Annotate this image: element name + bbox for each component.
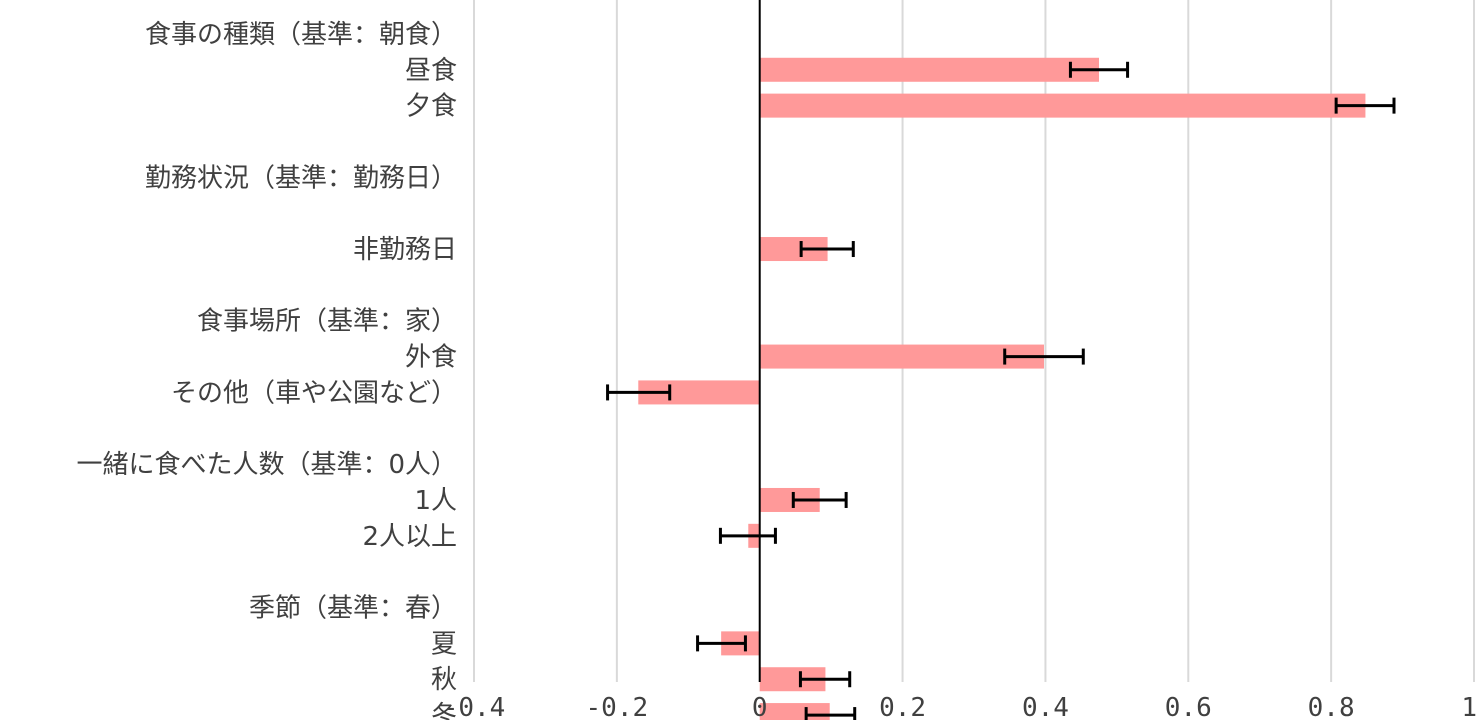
x-tick-label: 0: [752, 693, 768, 720]
error-bar: [804, 707, 857, 720]
bar: [759, 344, 1044, 369]
bar: [759, 93, 1366, 118]
category-label: 冬: [431, 701, 457, 720]
error-bar: [791, 491, 848, 508]
bar: [759, 57, 1099, 82]
category-label: 昼食: [405, 56, 457, 86]
group-label: 食事場所（基準：家）: [197, 307, 457, 337]
x-tick-label: -0.4: [443, 693, 506, 720]
error-bar: [1334, 97, 1396, 114]
category-label: 非勤務日: [353, 235, 457, 265]
category-label: 夏: [431, 629, 457, 659]
category-label: 2人以上: [362, 522, 457, 552]
bars: [638, 57, 1366, 720]
x-tick-label: 0.4: [1022, 693, 1069, 720]
x-tick-label: 0.8: [1308, 693, 1355, 720]
error-bar: [1003, 348, 1085, 365]
error-bar: [1068, 61, 1130, 78]
group-label: 食事の種類（基準：朝食）: [145, 20, 457, 50]
x-tick-label: 1: [1461, 693, 1477, 720]
x-tick-label: 0.2: [879, 693, 926, 720]
category-label: 秋: [431, 665, 457, 695]
bar: [759, 703, 830, 720]
error-bar: [696, 635, 747, 652]
category-label: その他（車や公園など）: [171, 378, 457, 408]
error-bars: [606, 61, 1396, 720]
x-tick-label: -0.2: [586, 693, 649, 720]
category-label: 1人: [414, 486, 457, 516]
category-label: 夕食: [405, 92, 457, 122]
group-label: 季節（基準：春）: [249, 594, 457, 624]
x-tick-labels: -0.4 -0.2 0 0.2 0.4 0.6 0.8 1: [443, 693, 1477, 720]
error-bar: [798, 671, 852, 688]
error-bar: [799, 241, 855, 258]
x-tick-label: 0.6: [1165, 693, 1212, 720]
group-label: 一緒に食べた人数（基準：0人）: [76, 450, 457, 480]
category-label: 外食: [405, 343, 457, 373]
error-bar: [606, 384, 672, 401]
error-bar: [718, 527, 777, 544]
group-label: 勤務状況（基準：勤務日）: [145, 163, 457, 193]
